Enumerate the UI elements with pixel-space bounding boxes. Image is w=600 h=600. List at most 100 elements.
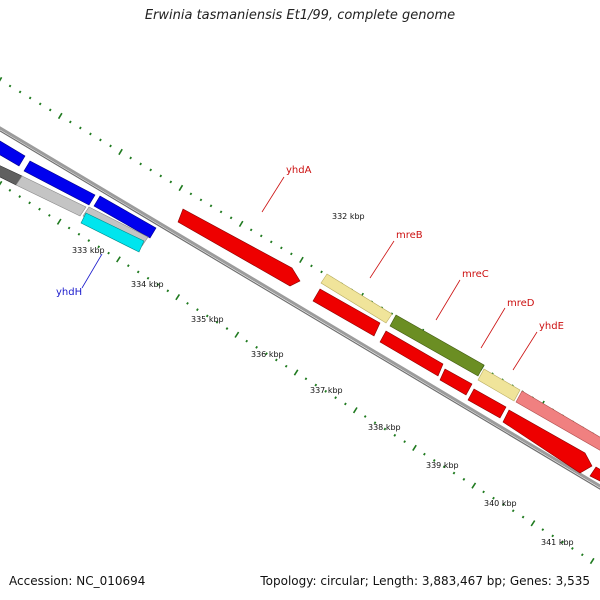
inner-tick: [87, 239, 91, 242]
inner-tick: [77, 232, 81, 236]
gene-arrow-red-3[interactable]: [439, 368, 473, 396]
outer-tick: [189, 192, 193, 196]
inner-tick: [293, 369, 299, 376]
outer-tick: [280, 246, 283, 250]
inner-tick: [304, 377, 308, 381]
inner-tick: [580, 553, 584, 557]
gene-label-yhdH[interactable]: yhdH: [56, 287, 82, 298]
inner-tick: [502, 503, 505, 506]
backbone-shadow: [0, 130, 600, 490]
inner-tick: [462, 477, 466, 481]
inner-tick: [156, 283, 160, 286]
tick-label-338: 338 kbp: [368, 423, 401, 432]
gene-callouts: yhdH yhdA mreB mreC mreD yhdE: [56, 165, 564, 371]
inner-tick: [589, 557, 595, 565]
outer-tick: [28, 96, 32, 100]
gene-arrow-red-6[interactable]: [589, 466, 600, 486]
inner-tick: [215, 320, 219, 324]
inner-tick: [0, 180, 3, 186]
gene-yellow-2[interactable]: [477, 368, 521, 402]
gene-label-mreB[interactable]: mreB: [396, 230, 423, 241]
inner-tick: [344, 402, 347, 406]
outer-tick: [89, 132, 92, 136]
gene-features: [0, 135, 600, 486]
inner-tick: [363, 415, 367, 418]
outer-tick: [299, 256, 304, 264]
inner-tick: [452, 471, 456, 475]
inner-tick: [352, 407, 358, 414]
callout-line-yhdA: [261, 176, 285, 213]
outer-tick: [249, 228, 253, 232]
inner-tick: [482, 490, 485, 494]
tick-label-335: 335 kbp: [191, 315, 224, 324]
outer-tick: [109, 144, 112, 148]
inner-tick: [432, 459, 436, 462]
inner-tick: [314, 383, 318, 387]
inner-tick: [166, 289, 170, 293]
gene-mreC[interactable]: [389, 314, 485, 377]
outer-tick: [320, 270, 323, 274]
tick-label-340: 340 kbp: [484, 499, 517, 508]
outer-tick: [48, 108, 52, 112]
inner-tick: [571, 547, 574, 550]
inner-tick: [551, 534, 555, 538]
inner-tick: [561, 540, 564, 544]
outer-tick: [8, 84, 12, 88]
tick-label-339: 339 kbp: [426, 461, 459, 470]
gene-arrow-grey-1[interactable]: [15, 175, 87, 217]
outer-tick: [159, 174, 163, 178]
callout-line-yhdH: [81, 253, 103, 289]
outer-tick: [149, 168, 153, 172]
inner-tick: [136, 270, 140, 274]
inner-tick: [67, 226, 71, 230]
outer-tick: [18, 90, 22, 94]
callout-line-mreC: [435, 279, 461, 321]
gene-label-yhdA[interactable]: yhdA: [286, 165, 312, 176]
inner-tick: [107, 251, 110, 255]
tick-label-341: 341 kbp: [541, 538, 574, 547]
map-title: Erwinia tasmaniensis Et1/99, complete ge…: [144, 8, 456, 23]
tick-labels: 332 kbp 333 kbp 334 kbp 335 kbp 336 kbp …: [72, 212, 574, 547]
inner-tick: [245, 339, 249, 343]
gene-arrow-red-5[interactable]: [502, 409, 593, 474]
gene-yhdA[interactable]: [177, 208, 301, 287]
inner-tick: [383, 427, 387, 431]
inner-tick: [186, 302, 189, 305]
outer-tick: [69, 120, 72, 124]
outer-tick: [229, 216, 233, 220]
outer-tick: [259, 234, 263, 238]
backbone-line: [0, 126, 600, 488]
inner-tick: [97, 245, 101, 249]
gene-arrow-blue-1[interactable]: [0, 135, 26, 167]
inner-tick: [471, 482, 477, 489]
inner-tick: [225, 327, 229, 330]
gene-yellow-1[interactable]: [320, 273, 393, 324]
genome-summary-text: Topology: circular; Length: 3,883,467 bp…: [260, 574, 590, 588]
outer-tick: [57, 112, 63, 120]
tick-label-333: 333 kbp: [72, 246, 105, 255]
gene-label-yhdE[interactable]: yhdE: [539, 321, 564, 332]
inner-tick: [265, 352, 268, 356]
gene-arrow-blue-2[interactable]: [23, 160, 96, 206]
inner-tick: [196, 308, 199, 312]
tick-label-337: 337 kbp: [310, 386, 343, 395]
outer-tick: [118, 148, 123, 156]
gene-label-mreC[interactable]: mreC: [462, 269, 489, 280]
gene-arrow-red-1[interactable]: [312, 288, 381, 337]
outer-tick: [219, 210, 223, 214]
accession-text: Accession: NC_010694: [9, 574, 146, 588]
inner-tick: [442, 465, 446, 469]
gene-label-mreD[interactable]: mreD: [507, 298, 535, 309]
gene-arrow-blue-3[interactable]: [93, 195, 157, 239]
gene-yhdE[interactable]: [515, 390, 600, 456]
outer-tick: [178, 184, 184, 192]
gene-yhdH[interactable]: [80, 212, 145, 253]
inner-tick: [146, 276, 150, 280]
gene-arrow-red-2[interactable]: [379, 330, 444, 377]
inner-tick: [126, 264, 130, 268]
outer-tick: [310, 264, 313, 268]
outer-tick: [199, 198, 203, 202]
gene-arrow-red-4[interactable]: [467, 388, 507, 419]
